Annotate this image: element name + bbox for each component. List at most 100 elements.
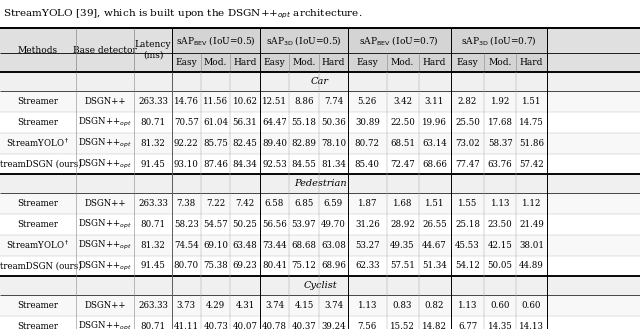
Text: 263.33: 263.33 (138, 199, 168, 208)
Text: Pedestrian: Pedestrian (294, 179, 346, 189)
Text: 80.41: 80.41 (262, 262, 287, 270)
Text: Streamer: Streamer (17, 322, 58, 329)
Text: 42.15: 42.15 (488, 241, 513, 250)
Text: 64.47: 64.47 (262, 118, 287, 127)
Text: 81.34: 81.34 (321, 160, 346, 168)
Text: 53.97: 53.97 (292, 220, 316, 229)
Bar (0, 295, 640, 316)
Text: Easy: Easy (264, 58, 285, 67)
Text: 19.96: 19.96 (422, 118, 447, 127)
Text: 49.35: 49.35 (390, 241, 415, 250)
Text: 39.24: 39.24 (321, 322, 346, 329)
Text: 7.56: 7.56 (358, 322, 377, 329)
Text: Easy: Easy (356, 58, 378, 67)
Text: 3.74: 3.74 (324, 301, 343, 310)
Text: 3.11: 3.11 (425, 97, 444, 106)
Text: 63.76: 63.76 (488, 160, 513, 168)
Text: 69.23: 69.23 (233, 262, 257, 270)
Text: 61.04: 61.04 (203, 118, 228, 127)
Text: 1.92: 1.92 (490, 97, 510, 106)
Text: 72.47: 72.47 (390, 160, 415, 168)
Bar (451, 28, 547, 72)
Text: 84.55: 84.55 (292, 160, 316, 168)
Text: 75.38: 75.38 (204, 262, 228, 270)
Text: 87.46: 87.46 (204, 160, 228, 168)
Text: sAP$_{\mathrm{BEV}}$ (IoU=0.5): sAP$_{\mathrm{BEV}}$ (IoU=0.5) (176, 34, 255, 47)
Text: 56.31: 56.31 (233, 118, 257, 127)
Text: 57.42: 57.42 (519, 160, 544, 168)
Text: 40.73: 40.73 (204, 322, 228, 329)
Bar (0, 214, 640, 235)
Text: StreamYOLO$^\dagger$: StreamYOLO$^\dagger$ (6, 239, 70, 251)
Text: 14.35: 14.35 (488, 322, 513, 329)
Text: Streamer: Streamer (17, 97, 58, 106)
Text: 28.92: 28.92 (390, 220, 415, 229)
Text: 4.31: 4.31 (236, 301, 255, 310)
Text: 1.13: 1.13 (358, 301, 377, 310)
Text: 91.45: 91.45 (141, 160, 165, 168)
Text: 89.40: 89.40 (262, 139, 287, 148)
Bar (0, 112, 640, 133)
Text: 68.68: 68.68 (291, 241, 317, 250)
Text: Streamer: Streamer (17, 118, 58, 127)
Text: 75.12: 75.12 (292, 262, 316, 270)
Text: Hard: Hard (322, 58, 345, 67)
Text: 1.87: 1.87 (358, 199, 377, 208)
Text: 25.50: 25.50 (455, 118, 480, 127)
Text: 73.02: 73.02 (455, 139, 480, 148)
Text: 1.13: 1.13 (490, 199, 510, 208)
Text: 68.96: 68.96 (321, 262, 346, 270)
Text: 0.83: 0.83 (393, 301, 412, 310)
Text: Hard: Hard (520, 58, 543, 67)
Text: 5.26: 5.26 (358, 97, 377, 106)
Text: 6.85: 6.85 (294, 199, 314, 208)
Text: 14.75: 14.75 (519, 118, 544, 127)
Text: 85.40: 85.40 (355, 160, 380, 168)
Text: 3.42: 3.42 (393, 97, 412, 106)
Text: 78.10: 78.10 (321, 139, 346, 148)
Text: 63.14: 63.14 (422, 139, 447, 148)
Text: Cyclist: Cyclist (303, 281, 337, 291)
Text: 91.45: 91.45 (141, 262, 165, 270)
Text: 58.37: 58.37 (488, 139, 513, 148)
Bar (0, 256, 640, 276)
Bar (172, 28, 260, 72)
Text: StreamYOLO$^\dagger$: StreamYOLO$^\dagger$ (6, 137, 70, 149)
Text: 6.59: 6.59 (324, 199, 343, 208)
Text: DSGN++$_{opt}$: DSGN++$_{opt}$ (78, 260, 132, 272)
Text: 6.77: 6.77 (458, 322, 477, 329)
Text: Car: Car (311, 77, 329, 87)
Text: 7.74: 7.74 (324, 97, 343, 106)
Text: StreamDSGN (ours): StreamDSGN (ours) (0, 262, 82, 270)
Text: 12.51: 12.51 (262, 97, 287, 106)
Text: 8.86: 8.86 (294, 97, 314, 106)
Text: 7.42: 7.42 (236, 199, 255, 208)
Text: 22.50: 22.50 (390, 118, 415, 127)
Text: Base detector: Base detector (73, 46, 137, 55)
Bar (260, 28, 348, 72)
Text: 50.05: 50.05 (488, 262, 513, 270)
Text: 51.86: 51.86 (519, 139, 544, 148)
Text: 14.82: 14.82 (422, 322, 447, 329)
Text: 11.56: 11.56 (203, 97, 228, 106)
Text: 1.51: 1.51 (425, 199, 444, 208)
Text: 54.57: 54.57 (204, 220, 228, 229)
Text: 80.70: 80.70 (173, 262, 199, 270)
Text: 44.89: 44.89 (519, 262, 544, 270)
Text: 68.66: 68.66 (422, 160, 447, 168)
Text: 69.10: 69.10 (203, 241, 228, 250)
Text: DSGN++$_{opt}$: DSGN++$_{opt}$ (78, 218, 132, 231)
Bar (348, 28, 451, 72)
Text: 63.08: 63.08 (321, 241, 346, 250)
Bar (0, 91, 640, 112)
Text: 92.22: 92.22 (174, 139, 198, 148)
Text: 80.71: 80.71 (140, 118, 166, 127)
Text: 14.13: 14.13 (519, 322, 544, 329)
Text: DSGN++: DSGN++ (84, 199, 125, 208)
Text: 92.53: 92.53 (262, 160, 287, 168)
Text: 263.33: 263.33 (138, 301, 168, 310)
Text: 1.55: 1.55 (458, 199, 477, 208)
Text: DSGN++$_{opt}$: DSGN++$_{opt}$ (78, 137, 132, 150)
Text: sAP$_{\mathrm{BEV}}$ (IoU=0.7): sAP$_{\mathrm{BEV}}$ (IoU=0.7) (360, 34, 439, 47)
Text: 51.34: 51.34 (422, 262, 447, 270)
